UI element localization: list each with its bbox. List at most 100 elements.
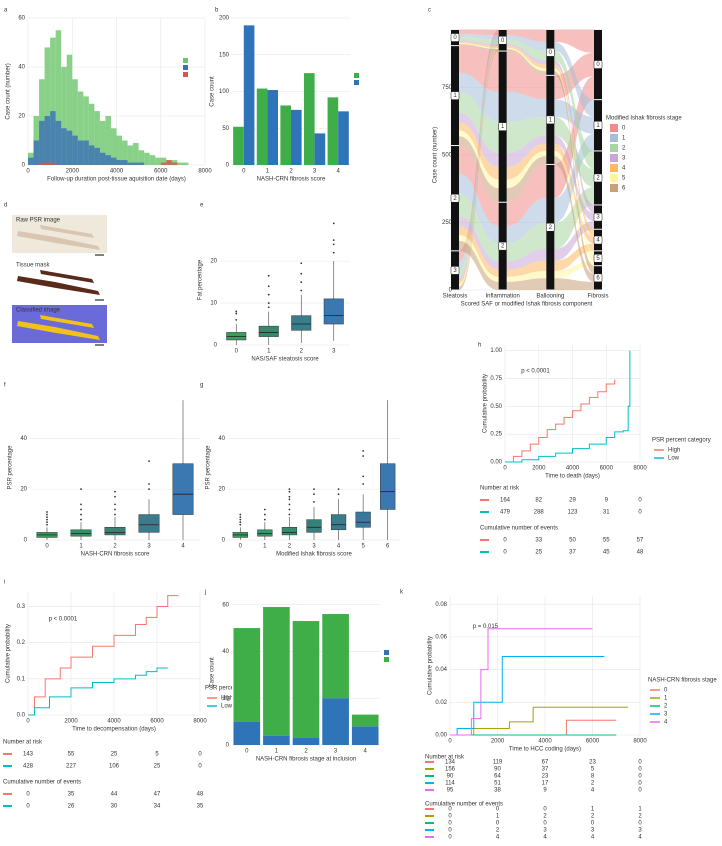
y-tick-label: 0 <box>226 163 230 169</box>
stratum-label: 3 <box>596 215 600 221</box>
image-caption: Raw PSR image <box>16 218 61 224</box>
stratum-label-box <box>450 33 460 42</box>
stratum-label-box <box>450 193 460 203</box>
x-tick-label: Fibrosis <box>587 294 608 300</box>
stratum-label: 3 <box>453 268 457 274</box>
legend-label: 1 <box>664 696 668 702</box>
table-cell: 4 <box>543 835 547 841</box>
y-tick-label: 100 <box>219 89 230 95</box>
table-cell: 0 <box>638 781 642 787</box>
x-tick-label: 8000 <box>198 169 212 175</box>
x-axis-label: NAS/SAF steatosis score <box>251 357 319 363</box>
y-axis-label: Cumulative probability <box>428 636 434 695</box>
histogram-bar <box>110 157 117 165</box>
bar <box>233 126 244 165</box>
km-curve <box>28 667 168 716</box>
table-cell: 48 <box>637 550 644 556</box>
flow <box>506 151 547 189</box>
flow <box>554 99 594 134</box>
table-title: Cumulative number of events <box>3 780 81 786</box>
y-tick-label: 0 <box>226 743 230 749</box>
histogram-bar <box>127 162 134 165</box>
x-tick-label: 2000 <box>532 466 546 472</box>
flow <box>506 49 547 76</box>
y-axis-label: PSR percentage <box>206 445 212 490</box>
y-axis-label: Cumulative probability <box>6 624 12 683</box>
box <box>323 298 344 325</box>
outlier <box>267 293 270 296</box>
table-cell: 0 <box>638 510 642 516</box>
stratum-label: 1 <box>596 123 600 129</box>
table-cell: 4 <box>591 788 595 794</box>
histogram-bar <box>50 111 56 165</box>
x-tick-label: Inflammation <box>485 294 519 300</box>
histogram-bar <box>133 142 139 165</box>
table-cell: 0 <box>543 807 547 813</box>
x-tick-label: 6 <box>386 544 390 550</box>
outlier <box>332 222 335 225</box>
histogram-bar <box>105 155 111 165</box>
bar <box>314 133 326 165</box>
outlier <box>114 503 116 506</box>
image-caption: Classified image <box>16 308 61 314</box>
histogram-bar <box>171 162 178 165</box>
flow <box>459 33 499 40</box>
table-cell: 26 <box>68 804 75 810</box>
table-cell: 82 <box>535 498 542 504</box>
box <box>306 519 322 533</box>
flow <box>554 135 594 222</box>
histogram-bar <box>39 162 45 165</box>
x-axis-label: Scored SAF or modified Ishak fibrosis co… <box>461 302 593 308</box>
panel-letter: a <box>4 8 8 14</box>
flow <box>506 43 547 65</box>
histogram-bar <box>50 162 56 165</box>
stratum-label-box <box>450 266 460 275</box>
y-tick-label: 0 <box>222 538 226 544</box>
tissue <box>40 315 94 328</box>
y-tick-label: 750 <box>442 85 453 91</box>
outlier <box>300 272 303 275</box>
outlier <box>114 495 116 498</box>
table-cell: 143 <box>23 752 34 758</box>
y-tick-label: 0 <box>22 163 26 169</box>
panel-letter: b <box>215 8 219 14</box>
y-tick-label: 0.06 <box>435 634 447 640</box>
histogram-bar <box>116 160 123 165</box>
table-cell: 0 <box>496 807 500 813</box>
flow <box>506 46 547 69</box>
legend-swatch <box>610 174 618 182</box>
stratum-label: 2 <box>549 225 553 231</box>
outlier <box>80 503 82 506</box>
table-cell: 0 <box>448 821 452 827</box>
x-tick-label: 2000 <box>66 169 80 175</box>
table-cell: 2 <box>496 828 500 834</box>
panel-letter: c <box>428 8 431 14</box>
outlier <box>267 302 270 304</box>
legend-swatch <box>610 134 618 142</box>
tissue <box>17 231 100 250</box>
x-tick-label: 3 <box>312 544 316 550</box>
box <box>330 514 347 531</box>
legend-swatch <box>610 124 618 132</box>
y-tick-label: 0.1 <box>17 676 26 682</box>
flow <box>459 173 499 244</box>
table-cell: 64 <box>494 774 501 780</box>
x-axis-label: NASH-CRN fibrosis score <box>257 177 326 183</box>
x-tick-label: 0 <box>242 169 246 175</box>
histogram-bar <box>99 152 106 165</box>
legend-label: 6 <box>622 186 626 192</box>
histogram-bar <box>144 152 150 165</box>
table-cell: 9 <box>605 498 609 504</box>
y-axis-label: Case count <box>210 657 216 688</box>
table-cell: 34 <box>154 804 161 810</box>
x-tick-label: 6000 <box>154 169 168 175</box>
km-curve <box>505 350 631 463</box>
bar <box>338 111 349 165</box>
histogram-bar <box>122 160 128 165</box>
stratum-label-box <box>546 115 555 125</box>
table-cell: 90 <box>447 774 454 780</box>
table-cell: 0 <box>638 788 642 794</box>
flow <box>459 37 499 44</box>
outlier <box>300 289 303 292</box>
flow <box>459 194 499 262</box>
